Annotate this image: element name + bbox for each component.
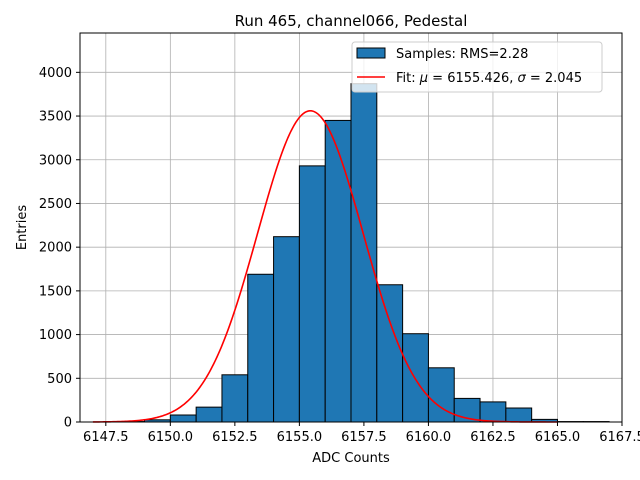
histogram-bar-12 <box>427 367 455 423</box>
legend-swatch-samples <box>356 47 386 59</box>
histogram-bar-7 <box>298 165 326 423</box>
legend-box <box>351 41 603 93</box>
legend-fit-mu-symbol: μ <box>419 71 428 86</box>
y-axis-label: Entries <box>15 205 30 251</box>
histogram-bar-2 <box>169 414 197 423</box>
x-tick-label-2: 6152.5 <box>212 430 258 445</box>
x-tick-label-8: 6167.5 <box>599 430 640 445</box>
y-tick-label-4: 2000 <box>39 241 72 256</box>
histogram-bar-15 <box>505 407 533 423</box>
plot-frame <box>79 32 623 423</box>
y-tick-label-2: 1000 <box>39 328 72 343</box>
legend-fit-suffix: = 2.045 <box>526 71 582 86</box>
x-tick-label-1: 6150.0 <box>148 430 194 445</box>
y-tick-label-5: 2500 <box>39 197 72 212</box>
legend-fit-prefix: Fit: <box>396 71 420 86</box>
x-axis-label: ADC Counts <box>312 451 390 466</box>
bars-layer <box>118 83 610 423</box>
histogram-bar-3 <box>195 406 223 423</box>
x-tick-label-6: 6162.5 <box>470 430 516 445</box>
histogram-bar-5 <box>247 273 275 423</box>
y-tick-label-7: 3500 <box>39 110 72 125</box>
x-tick-label-3: 6155.0 <box>277 430 323 445</box>
legend-label-samples: Samples: RMS=2.28 <box>396 47 528 62</box>
x-tick-label-5: 6160.0 <box>406 430 452 445</box>
x-tick-label-7: 6165.0 <box>535 430 581 445</box>
histogram-bar-8 <box>324 119 352 423</box>
histogram-bar-9 <box>350 83 378 423</box>
y-tick-label-8: 4000 <box>39 66 72 81</box>
histogram-bar-4 <box>221 374 249 423</box>
legend-fit-sigma-symbol: σ <box>518 71 527 86</box>
ticks-layer: 6147.5 6150.0 6152.5 6155.0 6157.5 6160.0 6162… <box>39 66 640 445</box>
histogram-bar-6 <box>273 236 300 423</box>
legend-fit-mid: = 6155.426, <box>428 71 517 86</box>
chart-title: Run 465, channel066, Pedestal <box>235 12 468 30</box>
legend-label-fit: Fit: μ = 6155.426, σ = 2.045 <box>396 71 582 86</box>
y-tick-label-1: 500 <box>47 372 72 387</box>
legend: Samples: RMS=2.28 Fit: μ = 6155.426, σ =… <box>351 41 603 93</box>
y-tick-label-3: 1500 <box>39 284 72 299</box>
histogram-bar-14 <box>479 401 507 423</box>
histogram-bar-10 <box>376 284 404 423</box>
y-tick-label-0: 0 <box>64 416 72 431</box>
fit-curve <box>92 110 558 423</box>
y-tick-label-6: 3000 <box>39 153 72 168</box>
x-tick-label-0: 6147.5 <box>83 430 129 445</box>
x-tick-label-4: 6157.5 <box>341 430 387 445</box>
